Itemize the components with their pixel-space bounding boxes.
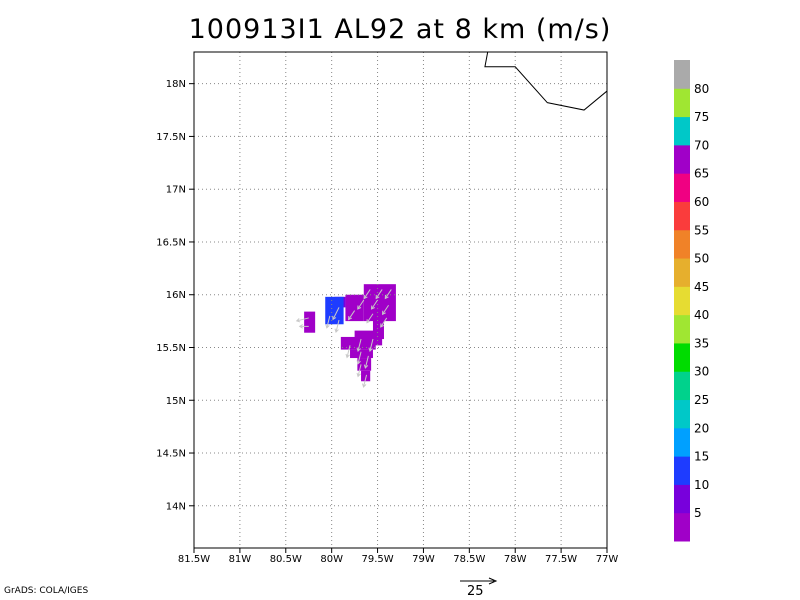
wind-vector [371,299,378,310]
longitude-axis: 81.5W 81W 80.5W 80W 79.5W 79W 78.5W 78W 77.5W 77W [178,548,618,565]
wind-speed-cell [361,370,371,382]
wind-vector [363,355,369,369]
wind-vector [332,307,340,321]
wind-vector [356,364,362,378]
colorbar-label: 15 [694,450,709,464]
credit-text: GrADS: COLA/IGES [4,586,89,596]
colorbar-swatch [674,88,690,118]
wind-vector [348,310,356,321]
colorbar-swatch [674,484,690,514]
colorbar-label: 25 [694,393,709,407]
lat-tick-label: 17N [166,185,186,196]
wind-speed-cell [372,317,384,340]
wind-speed-cells [304,284,396,382]
colorbar-label: 80 [694,82,709,96]
lat-tick-label: 14.5N [156,449,186,460]
wind-vector [356,351,362,365]
wind-vector [380,317,388,328]
wind-speed-cell [357,358,372,371]
colorbar: 5 10 15 20 25 30 35 40 45 50 55 60 65 70 75 80 [674,60,709,542]
lon-tick-label: 81.5W [178,554,210,565]
lat-tick-label: 18N [166,79,186,90]
colorbar-swatch [674,342,690,372]
lat-tick-label: 14N [166,501,186,512]
colorbar-swatch [674,456,690,485]
colorbar-label: 20 [694,421,709,435]
colorbar-label: 60 [694,195,709,209]
colorbar-label: 55 [694,223,709,237]
reference-vector-label: 25 [467,584,484,599]
wind-vector [334,319,340,333]
wind-vector [375,289,383,300]
lon-tick-label: 79.5W [361,554,393,565]
lon-tick-label: 77.5W [545,554,577,565]
coastline-path [484,52,607,111]
colorbar-swatch [674,371,690,401]
wind-speed-cell [304,311,316,333]
colorbar-swatch [674,229,690,259]
lon-tick-label: 78W [504,554,527,565]
colorbar-label: 70 [694,138,709,152]
latitude-axis: 14N 14.5N 15N 15.5N 16N 16.5N 17N 17.5N 18N [156,79,194,512]
colorbar-swatch [674,173,690,202]
wind-vector [357,299,365,310]
colorbar-label: 30 [694,365,709,379]
lon-tick-label: 81W [229,554,252,565]
colorbar-swatch [674,314,690,344]
wind-vector [382,304,389,316]
wind-vector [325,315,331,329]
lon-tick-label: 80W [320,554,343,565]
reference-vector-arrow [460,577,498,585]
wind-vector [295,317,309,323]
colorbar-swatch [674,258,690,287]
map-title: 100913I1 AL92 at 8 km (m/s) [188,14,612,45]
colorbar-label: 10 [694,478,709,492]
lat-lon-grid [194,52,607,548]
colorbar-swatch [674,116,690,146]
wind-vectors [295,289,392,388]
lat-tick-label: 16N [166,290,186,301]
colorbar-label: 35 [694,336,709,350]
lat-tick-label: 15N [166,396,186,407]
wind-vector [363,289,371,300]
colorbar-label: 5 [694,506,702,520]
colorbar-swatch [674,512,690,542]
colorbar-label: 65 [694,167,709,181]
colorbar-swatch [674,427,690,457]
lon-tick-label: 79W [412,554,435,565]
lon-tick-label: 77W [596,554,619,565]
colorbar-swatch [674,144,690,174]
wind-vector [362,374,368,388]
colorbar-swatch [674,399,690,429]
colorbar-label: 75 [694,110,709,124]
wind-vector [384,289,392,300]
colorbar-swatch [674,60,690,89]
colorbar-label: 40 [694,308,709,322]
colorbar-label: 50 [694,252,709,266]
colorbar-swatch [674,286,690,316]
wind-speed-cell [345,294,364,322]
wind-vector [356,338,362,352]
lat-tick-label: 15.5N [156,343,186,354]
colorbar-swatch [674,201,690,231]
lat-tick-label: 16.5N [156,237,186,248]
wind-vector [345,345,351,359]
plot-frame [193,51,608,549]
wind-vector [368,338,374,352]
colorbar-label: 45 [694,280,709,294]
wind-speed-cell [350,349,373,359]
lon-tick-label: 78.5W [453,554,485,565]
wind-vector [366,313,374,324]
lat-tick-label: 17.5N [156,132,186,143]
wind-speed-cell [325,296,344,325]
wind-vector [298,324,309,329]
coastline [484,52,607,111]
lon-tick-label: 80.5W [270,554,302,565]
